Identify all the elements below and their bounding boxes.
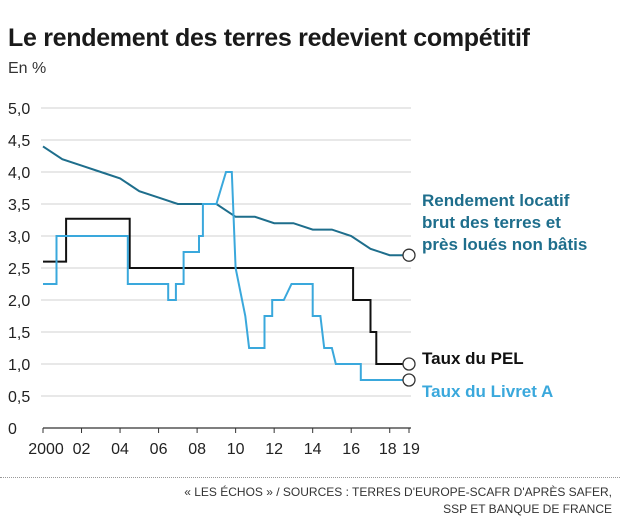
source-note: « LES ÉCHOS » / SOURCES : TERRES D'EUROP…	[52, 484, 612, 518]
series-label: Taux du Livret A	[422, 382, 553, 401]
series-label: brut des terres et	[422, 213, 561, 232]
source-line-2: SSP ET BANQUE DE FRANCE	[443, 502, 612, 516]
line-chart: 0 0,5 1,0 1,5 2,0 2,5 3,0 3,5 4,0 4,5 5,0 2000 02 04 0…	[8, 101, 587, 458]
series-end-marker	[402, 248, 416, 262]
footer-divider	[0, 477, 620, 478]
series-end-marker	[402, 357, 416, 371]
x-tick-label: 14	[304, 441, 322, 458]
axes: 0 0,5 1,0 1,5 2,0 2,5 3,0 3,5 4,0 4,5 5,0 2000 02 04 0…	[8, 101, 420, 458]
x-tick-label: 18	[379, 441, 397, 458]
x-tick-label: 06	[150, 441, 168, 458]
series-lines	[42, 145, 416, 387]
series-end-marker	[402, 373, 416, 387]
y-tick-label: 4,0	[8, 165, 30, 182]
chart-subtitle: En %	[8, 60, 47, 77]
y-tick-label: 0,5	[8, 389, 30, 406]
chart-title: Le rendement des terres redevient compét…	[8, 24, 530, 52]
series-label: Taux du PEL	[422, 349, 524, 368]
series-labels: Rendement locatif brut des terres et près …	[422, 191, 587, 401]
y-tick-label: 0	[8, 421, 17, 438]
x-tick-label: 10	[227, 441, 245, 458]
series-label: près loués non bâtis	[422, 235, 587, 254]
source-line-1: « LES ÉCHOS » / SOURCES : TERRES D'EUROP…	[184, 485, 612, 499]
gridlines	[41, 107, 411, 397]
series-line	[42, 145, 409, 257]
y-tick-label: 1,0	[8, 357, 30, 374]
x-tick-label: 2000	[28, 441, 64, 458]
y-tick-label: 3,5	[8, 197, 30, 214]
x-tick-label: 04	[111, 441, 129, 458]
x-tick-label: 08	[188, 441, 206, 458]
x-tick-label: 12	[265, 441, 283, 458]
y-tick-label: 3,0	[8, 229, 30, 246]
x-tick-label: 02	[73, 441, 91, 458]
y-tick-label: 2,0	[8, 293, 30, 310]
y-tick-label: 4,5	[8, 133, 30, 150]
x-tick-label: 16	[342, 441, 360, 458]
series-label: Rendement locatif	[422, 191, 570, 210]
series-line	[43, 171, 409, 381]
series-line	[43, 217, 409, 365]
y-tick-label: 5,0	[8, 101, 30, 118]
y-tick-label: 1,5	[8, 325, 30, 342]
x-tick-label: 19	[402, 441, 420, 458]
y-tick-label: 2,5	[8, 261, 30, 278]
